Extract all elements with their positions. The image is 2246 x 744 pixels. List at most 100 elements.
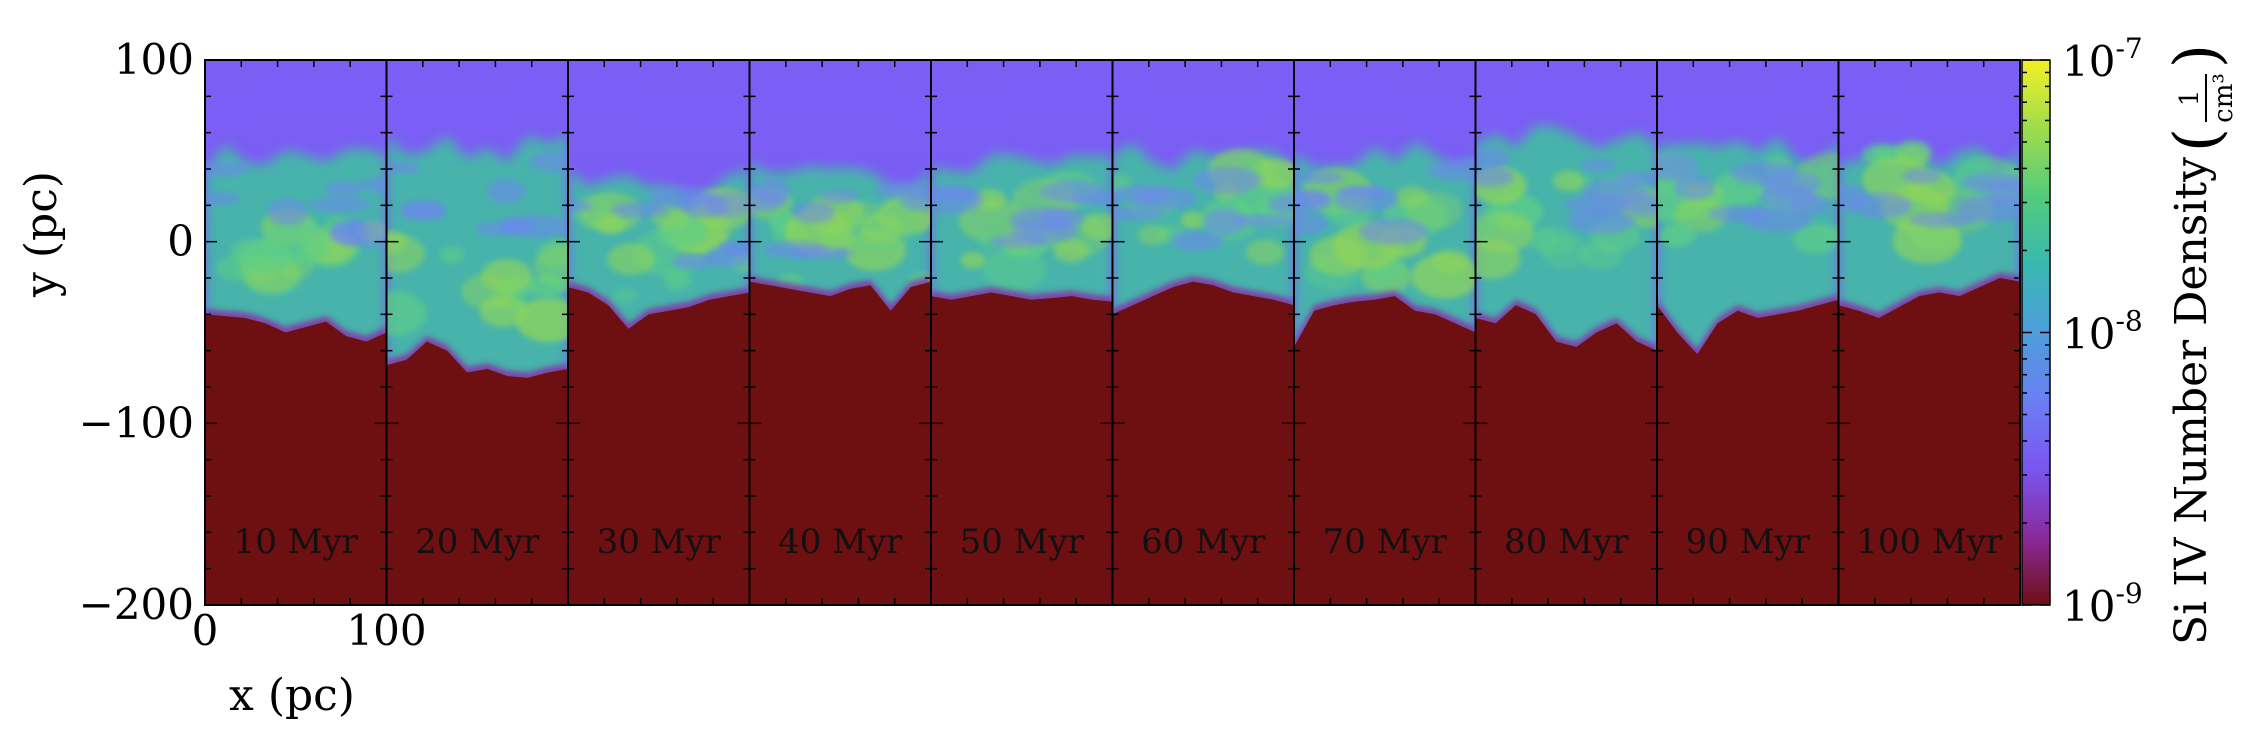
cold-cloud [1657,299,1839,605]
turbulent-patch [1431,249,1470,275]
wisp [1039,180,1105,204]
wisp [309,196,370,213]
turbulent-patch [1405,190,1463,230]
turbulent-patch [981,247,1047,291]
turbulent-patch [960,251,986,269]
wisp [474,221,518,236]
wisp [1112,184,1173,204]
wisp [1039,207,1085,229]
wisp [528,150,568,173]
panel-time-label: 10 Myr [234,522,359,562]
wisp [1563,195,1630,214]
turbulent-patch [1180,211,1207,230]
wisp [267,198,309,226]
colorbar-tick-label: 10-7 [2062,32,2143,86]
unit-numerator: 1 [2175,90,2205,107]
panel-10 [1838,60,2020,605]
wisp [1567,208,1635,234]
cold-cloud [749,281,931,605]
x-tick-label: 0 [192,606,219,655]
panel-time-label: 40 Myr [778,522,903,562]
turbulent-patch [439,246,465,264]
turbulent-patch [1862,156,1932,203]
turbulent-patch [1541,235,1591,269]
wisp [931,187,984,214]
turbulent-patch [1896,145,1929,167]
wisp [1203,208,1246,235]
wisp [1294,212,1329,236]
unit-paren-right: ) [2160,44,2233,68]
turbulent-patch [596,213,626,234]
turbulent-patch [1792,223,1839,254]
wisp [1231,214,1294,227]
wisp [1674,174,1716,200]
panel-time-label: 60 Myr [1141,522,1266,562]
panel-time-label: 70 Myr [1323,522,1448,562]
turbulent-patch [1659,223,1696,247]
panels-group: 10 Myr 20 Myr 30 Myr 40 Myr 50 Myr 60 Myr 70 M… [205,60,2020,605]
wisp [762,240,828,259]
turbulent-patch [1892,217,1963,264]
panel-7 [1294,60,1476,605]
turbulent-patch [579,191,642,233]
panel-4 [749,60,931,605]
panel-time-label: 90 Myr [1686,522,1811,562]
wisp [611,202,669,218]
wisp [386,161,421,174]
wisp [1988,192,2020,206]
panel-9 [1657,60,1839,605]
turbulent-patch [1475,206,1500,239]
wisp [1267,193,1294,214]
panel-frame [1837,59,2021,606]
wisp [792,201,836,224]
cold-cloud [931,292,1113,605]
panel-8 [1475,60,1657,605]
turbulent-patch [607,243,656,276]
wisp [331,220,387,247]
turbulent-patch [1245,239,1285,265]
wisp [400,199,446,219]
wisp [672,253,715,270]
turbulent-patch [859,213,904,244]
wisp [1475,166,1515,188]
turbulent-patch [612,287,638,304]
x-tick-label: 100 [346,606,426,655]
wisp [1192,166,1262,195]
turbulent-patch [1552,170,1584,192]
cold-cloud [1294,296,1476,605]
wisp [1170,230,1223,251]
y-tick-label: −200 [79,580,194,629]
turbulent-patch [958,198,1025,243]
cold-cloud [568,287,750,605]
wisp [1908,212,1975,228]
colorbar-unit: (1 cm³) [2160,44,2239,152]
unit-denominator: cm³ [2209,73,2239,123]
wisp [680,193,729,218]
wisp [1333,186,1399,212]
wisp [205,161,248,177]
wisp [749,187,788,212]
panel-time-label: 20 Myr [415,522,540,562]
wisp [1358,218,1428,245]
wisp [1902,168,1941,184]
y-tick-label: 0 [167,217,194,266]
panel-5 [931,60,1113,605]
wisp [718,240,750,255]
turbulent-patch [1674,197,1728,233]
cold-cloud [205,314,387,605]
wisp [324,181,362,198]
wisp [1294,190,1332,213]
colorbar: 10-710-810-9 Si IV Number Density(1 cm³) [2021,32,2239,645]
x-axis-label: x (pc) [229,670,355,721]
wisp [1475,147,1509,169]
y-axis-label: y (pc) [16,171,67,298]
turbulent-patch [1252,158,1294,190]
wisp [900,192,931,212]
turbulent-patch [1137,224,1169,246]
wisp [1985,180,2020,195]
cold-cloud [1475,305,1657,605]
wisp [568,199,594,212]
panel-6 [1112,60,1294,605]
turbulent-patch [262,219,332,266]
